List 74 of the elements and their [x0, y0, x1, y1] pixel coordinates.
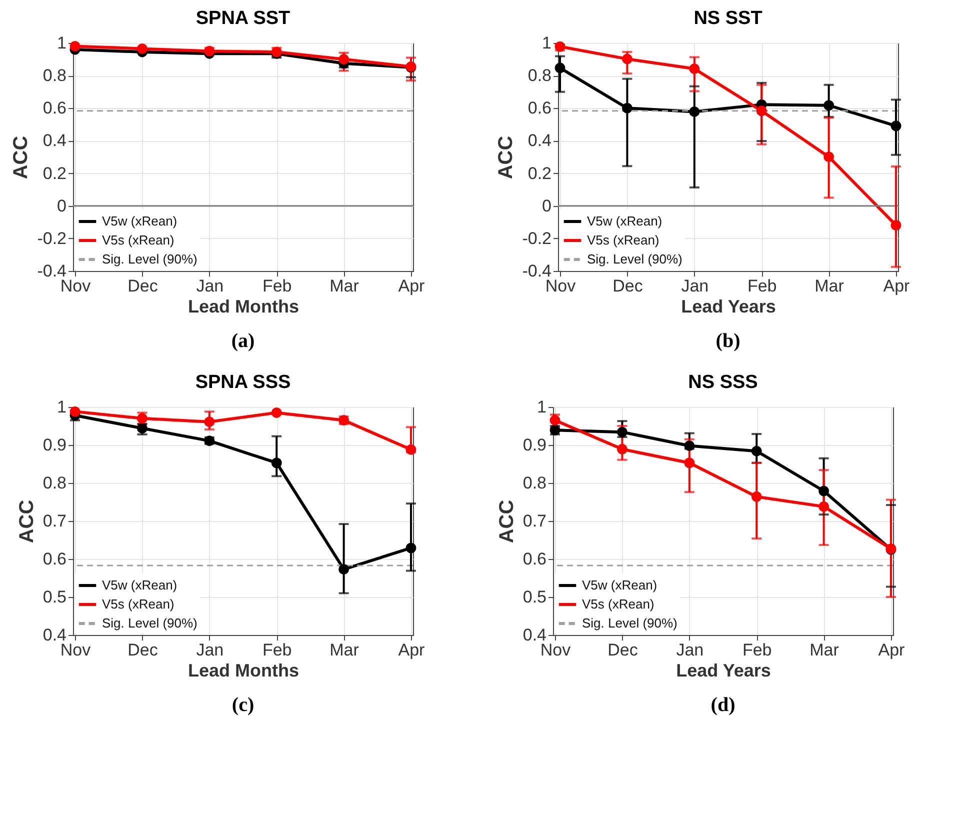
y-tick-label: 0.8 [42, 474, 66, 492]
y-tick-label: -0.2 [522, 228, 552, 248]
y-tick-label: 1 [542, 34, 552, 52]
legend-label: V5s (xRean) [587, 232, 660, 248]
y-tick-label: 1 [57, 34, 66, 52]
chart-title: NS SST [694, 8, 763, 29]
legend-label: V5w (xRean) [582, 578, 658, 592]
y-tick-label: 0.8 [42, 66, 66, 86]
y-tick-label: 0.4 [528, 131, 552, 150]
legend-label: V5w (xRean) [102, 578, 178, 592]
x-tick-label: Feb [262, 276, 292, 296]
y-tick-label: 0.9 [522, 436, 546, 454]
legend-label: Sig. Level (90%) [102, 616, 198, 630]
legend-label: V5w (xRean) [102, 214, 178, 228]
y-axis-title: ACC [16, 500, 38, 544]
y-tick-label: 0.2 [528, 164, 552, 183]
x-axis-title: Lead Months [188, 660, 299, 680]
y-tick-label: -0.2 [37, 228, 66, 248]
y-tick-label: 0.5 [522, 588, 546, 606]
x-tick-label: Mar [330, 276, 360, 296]
x-tick-label: Apr [878, 640, 906, 660]
y-tick-label: 1 [57, 398, 66, 416]
y-tick-label: 0.6 [42, 98, 66, 118]
legend-label: V5s (xRean) [582, 596, 654, 612]
y-tick-label: 1 [537, 398, 546, 416]
y-tick-label: 0.9 [42, 436, 66, 454]
legend-label: Sig. Level (90%) [587, 252, 682, 266]
y-tick-label: 0 [542, 196, 552, 216]
chart-title: SPNA SSS [195, 372, 291, 393]
x-tick-label: Jan [196, 276, 224, 296]
x-tick-label: Dec [128, 276, 158, 296]
x-tick-label: Jan [676, 640, 704, 660]
y-tick-label: 0.6 [528, 98, 552, 118]
x-tick-label: Feb [747, 276, 777, 296]
x-tick-label: Apr [883, 276, 910, 296]
x-axis-title: Lead Years [681, 296, 776, 316]
legend-label: V5w (xRean) [587, 214, 662, 228]
x-tick-label: Jan [196, 640, 224, 660]
chart-title: NS SSS [688, 372, 758, 393]
legend-label: Sig. Level (90%) [582, 616, 678, 630]
x-tick-label: Dec [608, 640, 638, 660]
x-tick-label: Apr [398, 276, 426, 296]
text: (b) [716, 330, 740, 352]
legend-label: V5s (xRean) [102, 596, 174, 612]
x-tick-label: Apr [398, 640, 426, 660]
y-tick-label: 0.8 [528, 66, 552, 86]
x-tick-label: Mar [814, 276, 844, 296]
x-tick-label: Feb [262, 640, 292, 660]
chart-title: SPNA SST [196, 8, 291, 29]
y-tick-label: 0.5 [42, 588, 66, 606]
legend-label: Sig. Level (90%) [102, 252, 198, 266]
x-tick-label: Mar [330, 640, 360, 660]
x-tick-label: Feb [742, 640, 772, 660]
x-axis-title: Lead Years [676, 660, 771, 680]
x-tick-label: Dec [612, 276, 644, 296]
x-axis-title: Lead Months [188, 296, 299, 316]
y-tick-label: 0.8 [522, 474, 546, 492]
x-tick-label: Dec [128, 640, 158, 660]
y-axis-title: ACC [496, 500, 518, 544]
text: (d) [710, 694, 736, 716]
text: (c) [232, 694, 254, 716]
y-tick-label: 0.4 [42, 131, 66, 150]
y-tick-label: 0.6 [522, 550, 546, 568]
y-tick-label: 0.7 [42, 512, 66, 530]
y-tick-label: 0.7 [522, 512, 546, 530]
y-tick-label: 0 [57, 196, 66, 216]
x-tick-label: Mar [810, 640, 840, 660]
x-tick-label: Jan [681, 276, 709, 296]
y-tick-label: 0.6 [42, 550, 66, 568]
y-axis-title: ACC [10, 136, 32, 180]
legend-label: V5s (xRean) [102, 232, 174, 248]
y-tick-label: 0.2 [42, 164, 66, 183]
y-axis-title: ACC [495, 136, 518, 180]
text: (a) [231, 330, 255, 352]
